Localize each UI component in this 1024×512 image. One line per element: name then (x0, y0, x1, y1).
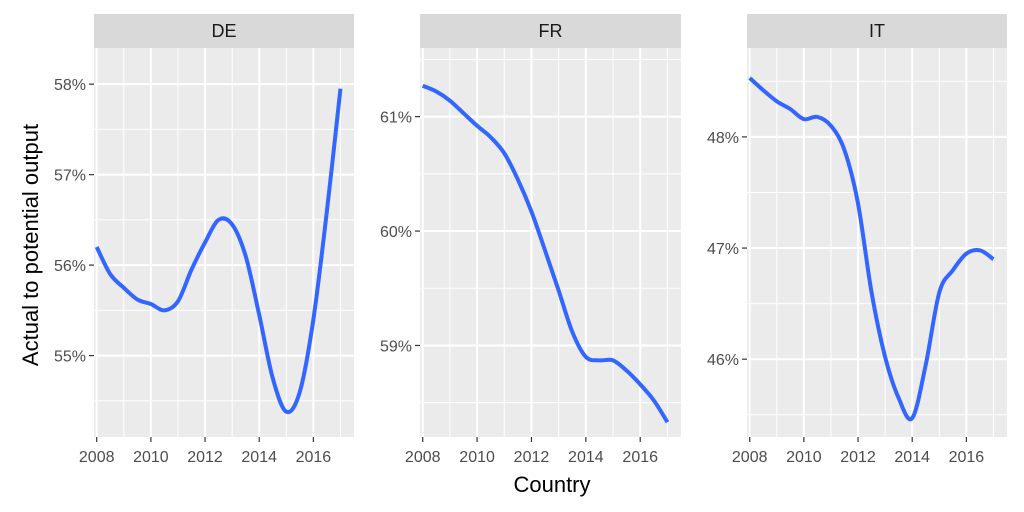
x-tick-label: 2016 (949, 449, 985, 466)
y-tick-label: 61% (380, 110, 412, 127)
series-line-it (748, 76, 995, 422)
y-tick-label: 46% (707, 352, 739, 369)
series-line-de (94, 88, 343, 415)
panel-de: DE 2008 2010 2012 2014 2016 55% 56% 57% 58% (54, 14, 354, 466)
facet-label: FR (539, 21, 563, 41)
x-tick-label: 2010 (786, 449, 822, 466)
panels-layer: DE 2008 2010 2012 2014 2016 55% 56% 57% 58% FR 2008… (54, 14, 1007, 466)
panel-background (747, 48, 1007, 437)
x-tick-label: 2008 (79, 449, 115, 466)
facet-strip (94, 14, 354, 48)
y-tick-label: 55% (54, 349, 86, 366)
x-tick-label: 2014 (241, 449, 277, 466)
x-tick-label: 2014 (894, 449, 930, 466)
y-tick-label: 58% (54, 77, 86, 94)
facet-strip (420, 14, 681, 48)
y-axis-title: Actual to potential output (18, 124, 43, 366)
x-tick-label: 2014 (568, 449, 604, 466)
x-tick-label: 2012 (514, 449, 550, 466)
facet-strip (747, 14, 1007, 48)
y-tick-label: 48% (707, 130, 739, 147)
panel-it: IT 2008 2010 2012 2014 2016 46% 47% 48% (707, 14, 1007, 466)
x-tick-label: 2016 (622, 449, 658, 466)
x-tick-label: 2012 (840, 449, 876, 466)
y-tick-label: 57% (54, 168, 86, 185)
panel-fr: FR 2008 2010 2012 2014 2016 59% 60% 61% (380, 14, 681, 466)
y-tick-label: 56% (54, 258, 86, 275)
facet-label: IT (869, 21, 885, 41)
y-tick-label: 47% (707, 241, 739, 258)
facet-label: DE (211, 21, 236, 41)
x-tick-label: 2008 (732, 449, 768, 466)
x-tick-label: 2010 (459, 449, 495, 466)
x-tick-label: 2008 (405, 449, 441, 466)
x-axis-title: Country (513, 472, 590, 497)
y-tick-label: 59% (380, 338, 412, 355)
y-tick-label: 60% (380, 224, 412, 241)
x-tick-label: 2016 (296, 449, 332, 466)
x-tick-label: 2010 (133, 449, 169, 466)
panel-background (94, 48, 354, 437)
x-tick-label: 2012 (187, 449, 223, 466)
series-line-fr (421, 83, 670, 424)
